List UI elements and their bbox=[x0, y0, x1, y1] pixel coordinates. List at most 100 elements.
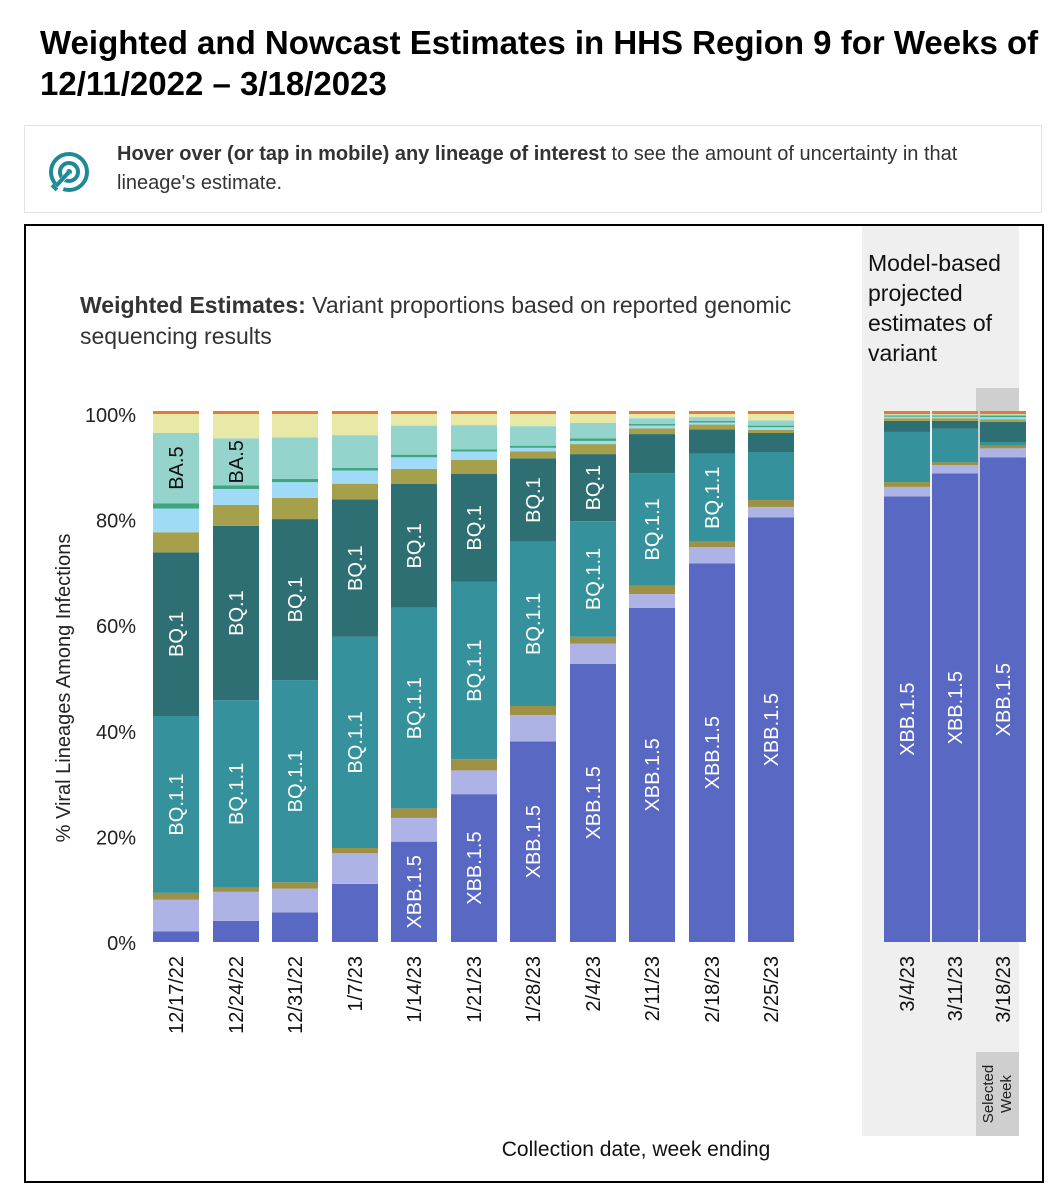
bar-segment[interactable] bbox=[689, 414, 735, 418]
selected-week-tag[interactable]: Selected Week bbox=[976, 1052, 1019, 1136]
bar-segment[interactable] bbox=[748, 433, 794, 453]
bar-segment[interactable] bbox=[213, 920, 259, 942]
bar-segment[interactable] bbox=[391, 454, 437, 458]
bar-segment[interactable] bbox=[980, 421, 1026, 442]
bar-segment[interactable] bbox=[332, 848, 378, 854]
bar-segment[interactable] bbox=[272, 497, 318, 520]
bar-segment[interactable] bbox=[932, 416, 978, 419]
bar-segment[interactable] bbox=[213, 525, 259, 701]
bar-segment[interactable] bbox=[884, 420, 930, 432]
bar-segment[interactable] bbox=[570, 414, 616, 423]
bar-segment[interactable] bbox=[932, 465, 978, 474]
bar-segment[interactable] bbox=[884, 486, 930, 497]
bar-segment[interactable] bbox=[451, 759, 497, 771]
bar-segment[interactable] bbox=[980, 445, 1026, 449]
bar-segment[interactable] bbox=[570, 643, 616, 664]
bar-segment[interactable] bbox=[748, 500, 794, 507]
bar-segment[interactable] bbox=[932, 428, 978, 463]
bar-segment[interactable] bbox=[570, 438, 616, 441]
bar-segment[interactable] bbox=[510, 741, 556, 942]
bar-segment[interactable] bbox=[932, 418, 978, 421]
bar-segment[interactable] bbox=[748, 506, 794, 518]
bar-segment[interactable] bbox=[629, 418, 675, 425]
bar-top-sliver[interactable] bbox=[153, 411, 199, 414]
bar-segment[interactable] bbox=[748, 425, 794, 428]
bar-segment[interactable] bbox=[272, 888, 318, 913]
bar-segment[interactable] bbox=[980, 457, 1026, 942]
bar-segment[interactable] bbox=[332, 414, 378, 436]
bar-segment[interactable] bbox=[510, 458, 556, 542]
bar-segment[interactable] bbox=[570, 454, 616, 522]
bar-segment[interactable] bbox=[689, 424, 735, 430]
bar-segment[interactable] bbox=[451, 425, 497, 450]
bar-segment[interactable] bbox=[570, 422, 616, 439]
bar-segment[interactable] bbox=[629, 428, 675, 435]
bar-segment[interactable] bbox=[980, 419, 1026, 422]
bar-segment[interactable] bbox=[272, 519, 318, 681]
bar-segment[interactable] bbox=[689, 420, 735, 423]
bar-segment[interactable] bbox=[153, 503, 199, 509]
bar-top-sliver[interactable] bbox=[213, 411, 259, 414]
bar-segment[interactable] bbox=[884, 418, 930, 421]
bar-segment[interactable] bbox=[213, 700, 259, 888]
bar-segment[interactable] bbox=[391, 483, 437, 608]
bar-segment[interactable] bbox=[629, 425, 675, 429]
bar-segment[interactable] bbox=[932, 473, 978, 942]
bar-segment[interactable] bbox=[451, 581, 497, 760]
bar-segment[interactable] bbox=[932, 462, 978, 466]
bar-segment[interactable] bbox=[332, 636, 378, 849]
bar-segment[interactable] bbox=[213, 891, 259, 921]
bar-segment[interactable] bbox=[510, 714, 556, 742]
bar-segment[interactable] bbox=[510, 451, 556, 459]
bar-segment[interactable] bbox=[272, 680, 318, 883]
bar-segment[interactable] bbox=[629, 434, 675, 474]
bar-segment[interactable] bbox=[272, 414, 318, 438]
bar-segment[interactable] bbox=[272, 482, 318, 498]
bar-segment[interactable] bbox=[272, 912, 318, 942]
bar-segment[interactable] bbox=[332, 470, 378, 484]
bar-segment[interactable] bbox=[332, 883, 378, 942]
bar-segment[interactable] bbox=[153, 433, 199, 504]
bar-segment[interactable] bbox=[884, 431, 930, 483]
bar-segment[interactable] bbox=[629, 473, 675, 586]
bar-segment[interactable] bbox=[272, 437, 318, 479]
bar-top-sliver[interactable] bbox=[884, 411, 930, 414]
bar-segment[interactable] bbox=[510, 426, 556, 446]
bar-segment[interactable] bbox=[748, 429, 794, 434]
bar-segment[interactable] bbox=[629, 607, 675, 942]
bar-segment[interactable] bbox=[272, 478, 318, 483]
bar-segment[interactable] bbox=[153, 892, 199, 900]
bar-segment[interactable] bbox=[332, 853, 378, 884]
bar-segment[interactable] bbox=[213, 438, 259, 486]
bar-segment[interactable] bbox=[570, 663, 616, 942]
bar-top-sliver[interactable] bbox=[932, 411, 978, 414]
bar-segment[interactable] bbox=[272, 882, 318, 889]
bar-segment[interactable] bbox=[391, 817, 437, 842]
bar-segment[interactable] bbox=[451, 451, 497, 460]
bar-segment[interactable] bbox=[629, 414, 675, 419]
bar-segment[interactable] bbox=[451, 794, 497, 942]
bar-segment[interactable] bbox=[213, 887, 259, 892]
bar-top-sliver[interactable] bbox=[272, 411, 318, 414]
bar-segment[interactable] bbox=[153, 508, 199, 533]
bar-segment[interactable] bbox=[980, 414, 1026, 415]
bar-segment[interactable] bbox=[884, 415, 930, 417]
bar-segment[interactable] bbox=[689, 429, 735, 454]
bar-segment[interactable] bbox=[332, 499, 378, 637]
bar-segment[interactable] bbox=[391, 841, 437, 942]
bar-segment[interactable] bbox=[451, 449, 497, 452]
bar-segment[interactable] bbox=[510, 705, 556, 715]
bar-top-sliver[interactable] bbox=[629, 411, 675, 414]
bar-segment[interactable] bbox=[510, 445, 556, 448]
bar-segment[interactable] bbox=[451, 459, 497, 474]
bar-segment[interactable] bbox=[451, 473, 497, 582]
bar-segment[interactable] bbox=[980, 414, 1026, 416]
bar-segment[interactable] bbox=[980, 448, 1026, 458]
bar-top-sliver[interactable] bbox=[689, 411, 735, 414]
bar-segment[interactable] bbox=[689, 563, 735, 942]
bar-segment[interactable] bbox=[884, 416, 930, 419]
bar-segment[interactable] bbox=[932, 420, 978, 429]
bar-segment[interactable] bbox=[391, 468, 437, 484]
bar-segment[interactable] bbox=[391, 425, 437, 455]
bar-segment[interactable] bbox=[884, 482, 930, 487]
